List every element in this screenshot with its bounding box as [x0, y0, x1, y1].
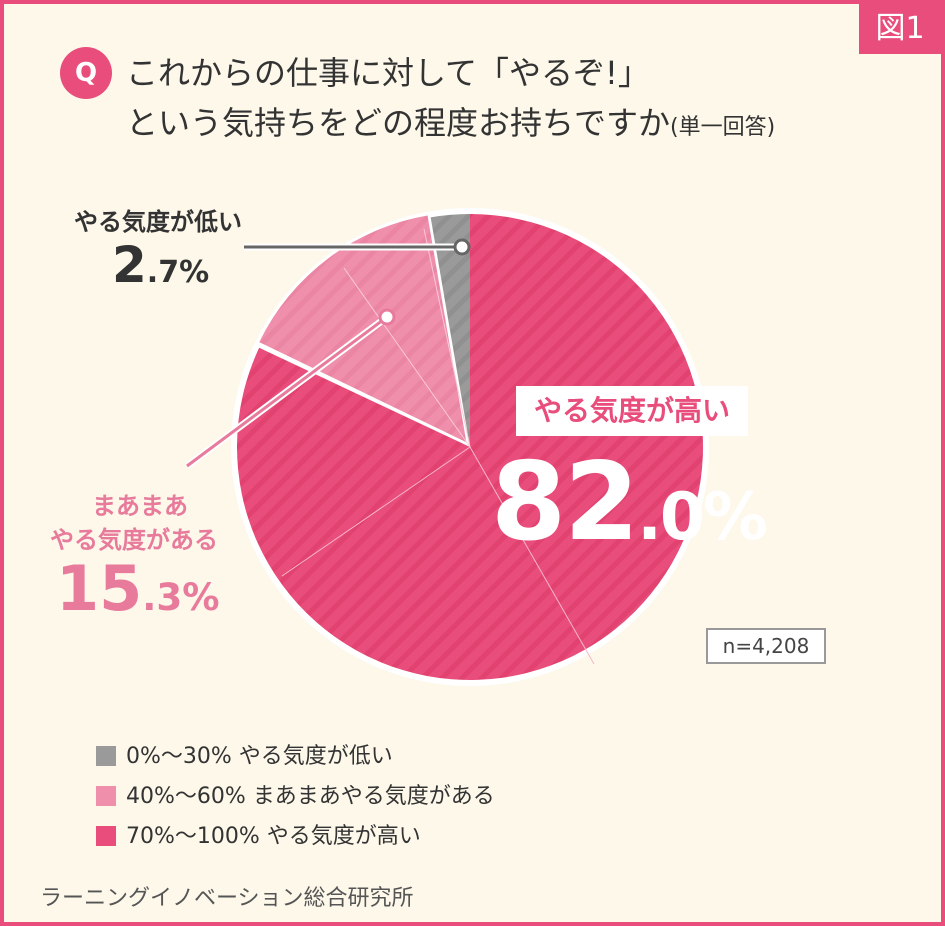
sample-size-label: n=4,208: [706, 628, 826, 664]
label-high-value: 82.0%: [491, 440, 768, 565]
chart-title-line2: という気持ちをどの程度お持ちですか(単一回答): [126, 98, 775, 144]
legend-text-high: 70%～100% やる気度が高い: [126, 824, 421, 849]
legend-swatch-low: [96, 745, 116, 766]
question-badge: Q: [60, 47, 112, 99]
leader-mid: [186, 315, 388, 468]
pie-slice-low: [430, 214, 470, 447]
chart-title-line1: これからの仕事に対して「やるぞ!」: [126, 54, 650, 92]
label-low-dec: .7%: [146, 255, 210, 290]
label-low-int: 2: [112, 236, 147, 294]
legend-swatch-high: [96, 825, 116, 846]
label-low-value: 2.7%: [112, 236, 209, 294]
figure-label: 図1: [859, 4, 941, 54]
leader-mid-dot: [378, 308, 396, 326]
leader-low-dot: [453, 238, 471, 256]
label-mid-name-line2: やる気度がある: [50, 526, 218, 554]
legend-item-mid: 40%～60% まあまあやる気度がある: [96, 782, 495, 812]
label-low-name: やる気度が低い: [74, 208, 242, 236]
pie-chart: [184, 208, 709, 686]
pie-slice-mid: [259, 215, 467, 443]
pie-inner-line-3: [343, 267, 471, 448]
legend-item-high: 70%～100% やる気度が高い: [96, 822, 421, 852]
legend-text-mid: 40%～60% まあまあやる気度がある: [126, 784, 495, 809]
legend-item-low: 0%～30% やる気度が低い: [96, 742, 393, 772]
label-high-name: やる気度が高い: [516, 386, 748, 436]
pie-inner-line-1: [469, 446, 595, 665]
source-footer: ラーニングイノベーション総合研究所: [40, 886, 414, 911]
label-mid-name-line1: まあまあ: [92, 492, 188, 520]
legend-text-low: 0%～30% やる気度が低い: [126, 744, 393, 769]
chart-title-line2-text: という気持ちをどの程度お持ちですか: [126, 104, 671, 142]
legend-swatch-mid: [96, 785, 116, 806]
label-high-dec: .0%: [637, 480, 768, 555]
label-mid-int: 15: [56, 552, 143, 625]
label-mid-value: 15.3%: [56, 552, 220, 625]
pie-inner-line-4: [423, 228, 471, 448]
label-high-int: 82: [491, 440, 639, 565]
chart-title-subtitle: (単一回答): [670, 115, 776, 140]
pie-inner-line-2: [281, 446, 471, 577]
label-mid-dec: .3%: [142, 575, 220, 619]
